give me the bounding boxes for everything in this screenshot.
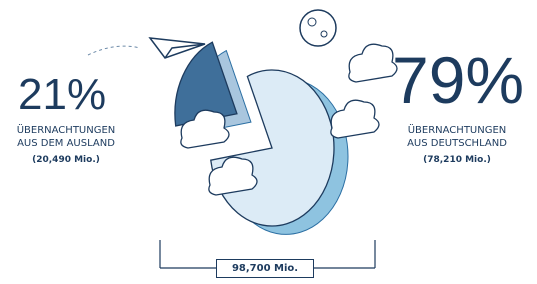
moon: [300, 10, 336, 46]
amount-label: (78,210 Mio.): [405, 155, 509, 165]
share-label: 21%: [18, 70, 106, 120]
plane-trail: [88, 46, 140, 55]
total-label: 98,700 Mio.: [216, 259, 314, 278]
category-label: ÜBERNACHTUNGEN AUS DEM AUSLAND: [14, 124, 118, 150]
cloud: [331, 100, 379, 138]
category-label: ÜBERNACHTUNGEN AUS DEUTSCHLAND: [405, 124, 509, 150]
amount-label: (20,490 Mio.): [14, 155, 118, 165]
infographic: 21% ÜBERNACHTUNGEN AUS DEM AUSLAND (20,4…: [0, 0, 537, 284]
share-label: 79%: [392, 42, 524, 118]
cloud: [349, 44, 397, 82]
